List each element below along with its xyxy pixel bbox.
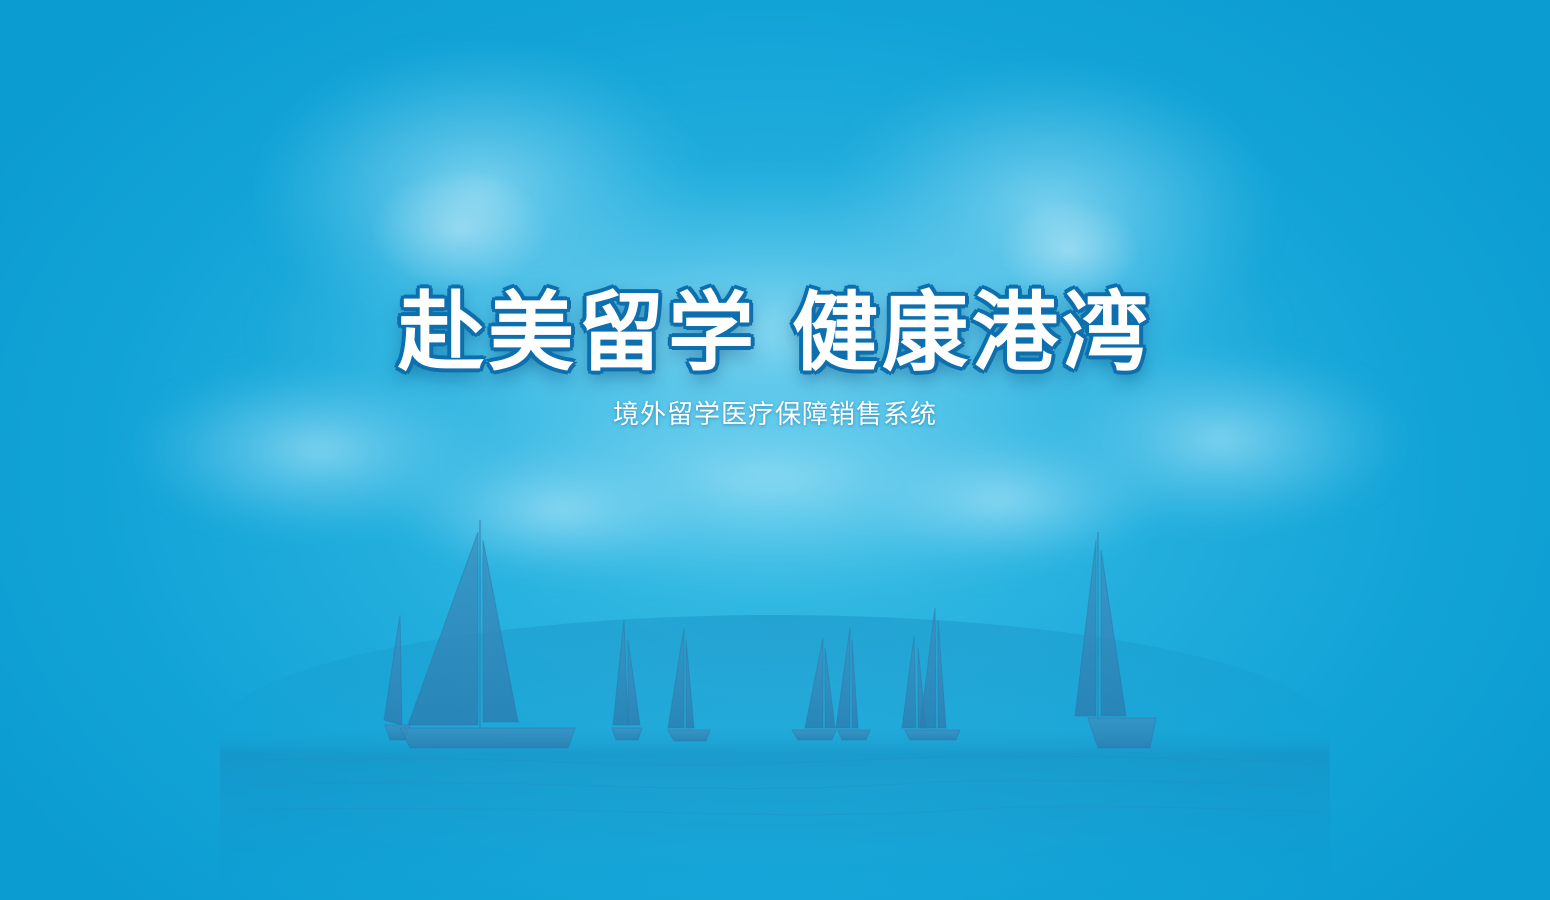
sea-haze	[215, 615, 1335, 855]
sailboat	[901, 635, 927, 729]
sailboat	[611, 619, 643, 741]
sailboat	[1074, 532, 1157, 749]
sun-glow-left	[370, 170, 550, 290]
sun-glow-right	[1000, 200, 1140, 300]
sailboat	[835, 627, 871, 741]
hero-headline: 赴美留学 健康港湾	[398, 283, 1152, 383]
sailboat	[791, 637, 837, 741]
hero-subtitle: 境外留学医疗保障销售系统	[612, 400, 937, 430]
sailboat	[904, 607, 961, 741]
sailboat-group	[383, 520, 1157, 749]
sailboat	[399, 520, 576, 749]
wave-lines	[239, 755, 1321, 816]
sailboat	[667, 627, 711, 742]
